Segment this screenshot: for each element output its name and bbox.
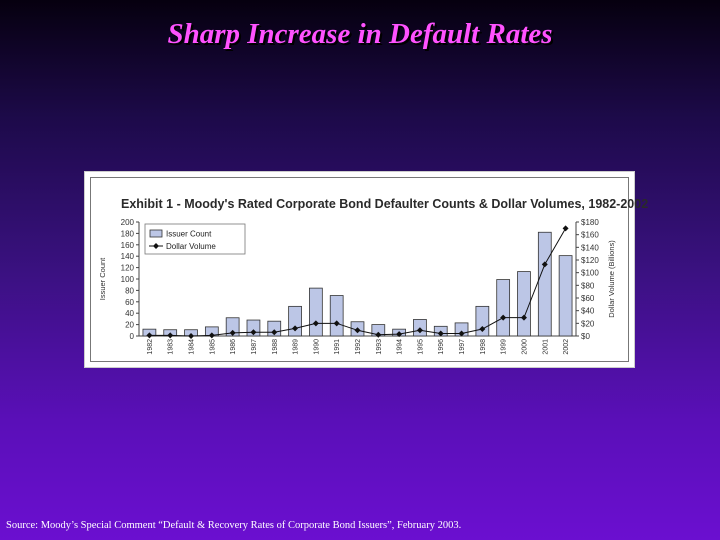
y-tick-label-left: 100 [121,275,135,284]
y-tick-label-right: $140 [581,243,599,252]
x-tick-label: 1994 [397,339,404,355]
point-dollar-volume [479,326,486,333]
x-tick-label: 2002 [563,339,570,355]
x-tick-label: 1992 [355,339,362,355]
x-tick-label: 2001 [542,339,549,355]
y-tick-label-left: 120 [121,264,135,273]
bar-issuer-count [537,231,552,337]
x-tick-label: 1982 [147,339,154,355]
bar-issuer-count [329,295,344,337]
y-tick-label-left: 80 [125,286,134,295]
x-tick-label: 1998 [480,339,487,355]
y-tick-label-right: $120 [581,256,599,265]
legend-marker [153,243,159,249]
point-dollar-volume [541,261,548,268]
legend-box [144,223,246,255]
y-tick-label-left: 160 [121,241,135,250]
point-dollar-volume [354,327,361,334]
y-tick-label-right: $60 [581,294,595,303]
point-dollar-volume [146,332,153,339]
y-tick-label-left: 200 [121,218,135,227]
y-tick-label-left: 0 [130,332,135,341]
point-dollar-volume [250,329,257,336]
y-tick-label-right: $20 [581,319,595,328]
x-tick-label: 1990 [313,339,320,355]
point-dollar-volume [167,332,174,339]
legend-swatch-bar [149,229,163,238]
y-tick-label-left: 140 [121,252,135,261]
point-dollar-volume [229,329,236,336]
x-tick-label: 1991 [334,339,341,355]
bar-issuer-count [288,305,302,337]
x-tick-label: 2000 [521,339,528,355]
bar-issuer-count [309,287,323,337]
x-tick-label: 1997 [459,339,466,355]
y-tick-label-right: $80 [581,281,595,290]
legend-label-dollar-volume: Dollar Volume [166,242,216,251]
y-tick-label-left: 40 [125,309,134,318]
point-dollar-volume [292,325,299,332]
chart-frame: Exhibit 1 - Moody's Rated Corporate Bond… [90,177,648,362]
x-tick-label: 1996 [438,339,445,355]
y-tick-label-right: $40 [581,307,595,316]
x-tick-label: 1989 [293,339,300,355]
y-axis-title-right: Dollar Volume (Billions) [607,240,616,318]
x-tick-label: 1986 [230,339,237,355]
x-tick-label: 1999 [501,339,508,355]
point-dollar-volume [333,320,340,327]
point-dollar-volume [562,225,569,232]
point-dollar-volume [375,331,382,338]
source-citation: Source: Moody’s Special Comment “Default… [6,520,462,531]
point-dollar-volume [500,314,507,321]
point-dollar-volume [271,329,278,336]
legend: Issuer Count Dollar Volume [144,223,246,255]
point-dollar-volume [520,314,527,321]
y-tick-label-right: $0 [581,332,590,341]
y-tick-label-right: $100 [581,269,599,278]
point-dollar-volume [208,332,215,339]
chart-svg: 0 20 40 60 80 100 120 140 160 180 200 $0 $20 $40 $60 $8… [98,218,616,355]
legend-label-issuer-count: Issuer Count [166,230,212,239]
x-tick-label: 1983 [168,339,175,355]
slide-title: Sharp Increase in Default Rates [167,18,553,50]
bar-issuer-count [558,255,573,337]
chart-title: Exhibit 1 - Moody's Rated Corporate Bond… [121,197,649,211]
point-dollar-volume [437,330,444,337]
point-dollar-volume [458,330,465,337]
x-tick-label: 1987 [251,339,258,355]
point-dollar-volume [312,320,319,327]
point-dollar-volume [416,327,423,334]
y-tick-label-left: 180 [121,229,135,238]
bar-issuer-count [517,271,531,337]
bar-issuer-count [475,305,490,337]
x-tick-label: 1988 [272,339,279,355]
y-tick-label-right: $160 [581,231,599,240]
bar-issuer-count [225,317,240,337]
chart-figure: Exhibit 1 - Moody's Rated Corporate Bond… [84,171,648,368]
y-tick-label-left: 20 [125,321,134,330]
y-axis-title-left: Issuer Count [98,257,107,300]
point-dollar-volume [188,333,195,339]
x-tick-label: 1995 [417,339,424,355]
x-tick-label: 1993 [376,339,383,355]
point-dollar-volume [396,331,403,338]
y-tick-label-left: 60 [125,298,134,307]
x-tick-label: 1984 [189,339,196,355]
y-tick-label-right: $180 [581,218,599,227]
x-tick-label: 1985 [209,339,216,355]
bar-issuer-count [496,279,511,337]
